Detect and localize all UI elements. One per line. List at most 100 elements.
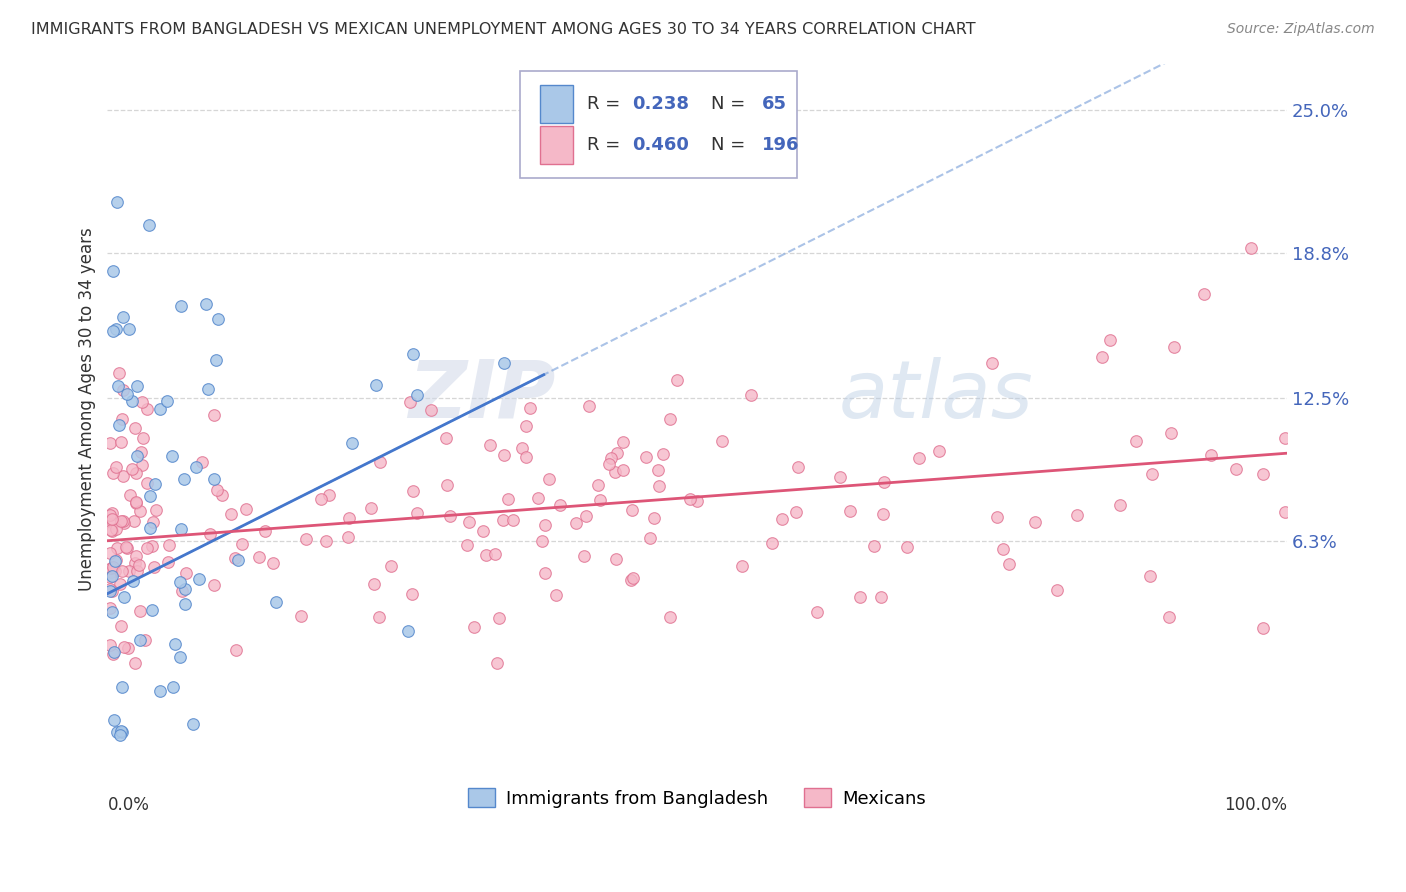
FancyBboxPatch shape — [540, 127, 574, 164]
Point — [149, 402, 172, 417]
Point — [457, 515, 479, 529]
Point — [125, 467, 148, 481]
Point — [1125, 434, 1147, 449]
Point — [928, 444, 950, 458]
Point — [638, 531, 661, 545]
Point — [125, 379, 148, 393]
Text: 0.460: 0.460 — [633, 136, 689, 154]
Text: 65: 65 — [762, 95, 787, 112]
Point — [589, 492, 612, 507]
Point — [1274, 431, 1296, 445]
Point — [494, 449, 516, 463]
Point — [112, 384, 135, 398]
Point — [110, 576, 132, 591]
Point — [194, 297, 217, 311]
Point — [515, 418, 537, 433]
Point — [101, 324, 124, 338]
Point — [340, 435, 363, 450]
Point — [202, 408, 225, 422]
Point — [101, 524, 124, 539]
Point — [806, 605, 828, 619]
Point — [740, 387, 762, 401]
Point — [124, 656, 146, 670]
Point — [1024, 515, 1046, 529]
Point — [110, 728, 132, 742]
Point — [1098, 334, 1121, 348]
Point — [111, 469, 134, 483]
Point — [170, 299, 193, 313]
Point — [98, 546, 121, 560]
Point — [184, 460, 207, 475]
Point — [612, 435, 634, 450]
Point — [578, 399, 600, 413]
Point — [598, 458, 620, 472]
Point — [318, 488, 340, 502]
Point — [170, 584, 193, 599]
Point — [515, 450, 537, 465]
Point — [710, 434, 733, 448]
Point — [162, 681, 184, 695]
Point — [188, 572, 211, 586]
Point — [157, 538, 180, 552]
Point — [100, 561, 122, 575]
Text: atlas: atlas — [838, 357, 1033, 434]
Y-axis label: Unemployment Among Ages 30 to 34 years: Unemployment Among Ages 30 to 34 years — [79, 227, 96, 591]
Point — [761, 536, 783, 550]
Point — [103, 264, 125, 278]
Point — [612, 463, 634, 477]
Point — [315, 534, 337, 549]
Point — [111, 412, 134, 426]
Point — [107, 378, 129, 392]
Point — [1225, 462, 1247, 476]
Point — [659, 609, 682, 624]
Point — [1157, 609, 1180, 624]
FancyBboxPatch shape — [520, 71, 797, 178]
Point — [1274, 505, 1296, 519]
Point — [634, 450, 657, 465]
Point — [98, 436, 121, 450]
Point — [731, 558, 754, 573]
Legend: Immigrants from Bangladesh, Mexicans: Immigrants from Bangladesh, Mexicans — [461, 781, 934, 815]
Point — [605, 552, 627, 566]
Point — [98, 582, 121, 596]
Point — [156, 393, 179, 408]
Point — [484, 547, 506, 561]
Point — [665, 373, 688, 387]
Point — [131, 458, 153, 472]
Point — [125, 495, 148, 509]
Point — [401, 347, 423, 361]
Point — [463, 620, 485, 634]
Point — [436, 477, 458, 491]
Point — [124, 556, 146, 570]
Point — [118, 564, 141, 578]
Point — [685, 494, 707, 508]
Point — [121, 393, 143, 408]
Point — [112, 516, 135, 530]
Point — [100, 605, 122, 619]
Point — [207, 312, 229, 326]
Point — [115, 387, 138, 401]
Point — [104, 766, 127, 780]
Point — [132, 431, 155, 445]
Point — [145, 502, 167, 516]
Point — [1140, 467, 1163, 482]
Point — [98, 569, 121, 583]
Point — [104, 322, 127, 336]
Point — [502, 513, 524, 527]
Point — [100, 523, 122, 537]
Point — [103, 714, 125, 728]
Text: 0.0%: 0.0% — [107, 797, 149, 814]
Point — [129, 445, 152, 459]
Point — [907, 450, 929, 465]
Point — [1251, 467, 1274, 481]
Point — [112, 590, 135, 604]
Point — [530, 534, 553, 549]
Point — [659, 412, 682, 426]
Point — [125, 496, 148, 510]
Point — [405, 506, 427, 520]
Point — [98, 821, 121, 835]
Point — [204, 352, 226, 367]
Point — [527, 491, 550, 505]
Point — [896, 541, 918, 555]
Point — [488, 611, 510, 625]
